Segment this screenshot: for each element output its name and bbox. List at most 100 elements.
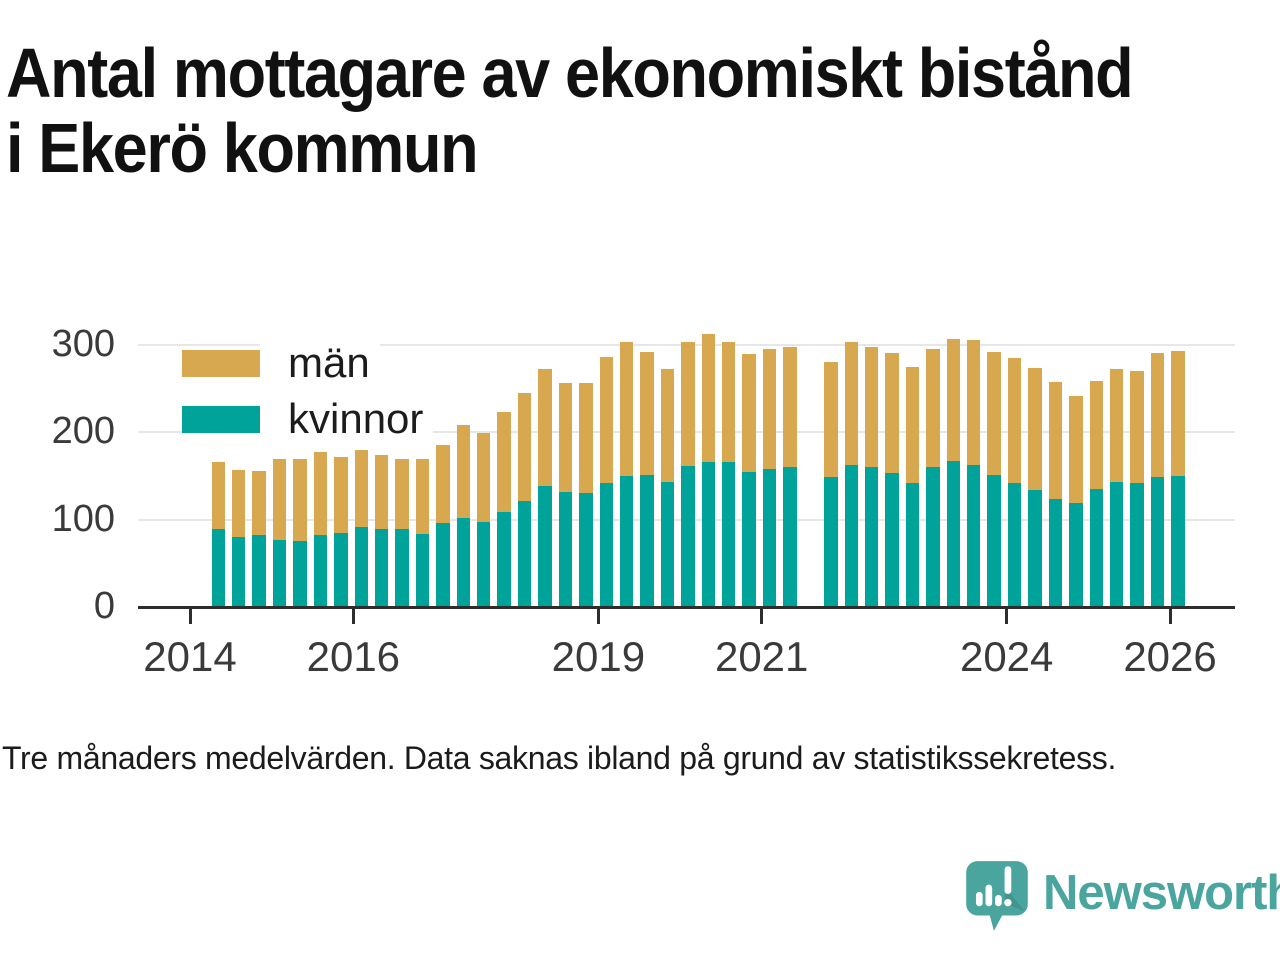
bar-2022-Q4 bbox=[905, 366, 920, 607]
newsworthy-logo[interactable]: Newsworthy bbox=[963, 858, 1280, 936]
bar-segment-men bbox=[967, 339, 981, 465]
bar-2023-Q4 bbox=[987, 351, 1001, 607]
bar-2019-Q4 bbox=[660, 369, 675, 607]
bar-segment-men bbox=[905, 366, 920, 483]
bar-segment-women bbox=[824, 476, 838, 607]
x-tick-2019 bbox=[596, 609, 600, 624]
bar-2024-Q4 bbox=[1069, 395, 1083, 607]
bar-2020-Q4 bbox=[742, 353, 756, 607]
bar-segment-women bbox=[558, 491, 573, 607]
bar-segment-women bbox=[844, 464, 858, 607]
bar-segment-men bbox=[211, 462, 225, 530]
bar-segment-men bbox=[334, 456, 348, 533]
bar-2023-Q2 bbox=[946, 338, 961, 607]
bar-segment-men bbox=[599, 357, 613, 483]
bar-2019-Q2 bbox=[619, 341, 634, 607]
y-label-300: 300 bbox=[51, 323, 115, 365]
bar-segment-men bbox=[640, 351, 654, 476]
chart-title-line1: Antal mottagare av ekonomiskt bistånd bbox=[6, 34, 1134, 112]
x-label-2024: 2024 bbox=[959, 633, 1054, 680]
bar-segment-women bbox=[1171, 475, 1185, 607]
bar-segment-men bbox=[232, 469, 246, 538]
bar-segment-men bbox=[579, 382, 593, 494]
x-tick-2014 bbox=[188, 609, 192, 624]
bar-segment-men bbox=[558, 382, 573, 492]
x-axis-line bbox=[138, 606, 1235, 609]
bar-2025-Q4 bbox=[1150, 352, 1165, 607]
bar-segment-women bbox=[864, 467, 879, 607]
bar-segment-women bbox=[1150, 476, 1165, 607]
bar-segment-women bbox=[517, 501, 532, 607]
bar-2016-Q4 bbox=[415, 458, 430, 607]
newsworthy-wordmark: Newsworthy bbox=[1043, 866, 1280, 920]
bar-segment-men bbox=[701, 333, 716, 463]
bar-segment-men bbox=[374, 455, 389, 530]
bar-segment-men bbox=[497, 412, 511, 512]
bar-2018-Q2 bbox=[538, 368, 552, 607]
bar-2023-Q1 bbox=[926, 349, 940, 607]
bar-segment-men bbox=[517, 393, 532, 502]
bar-segment-men bbox=[946, 338, 961, 462]
bar-2021-Q1 bbox=[762, 348, 777, 607]
bar-segment-men bbox=[864, 346, 879, 468]
bar-2021-Q2 bbox=[783, 346, 797, 607]
bar-segment-women bbox=[272, 539, 287, 607]
newsworthy-bubble-icon bbox=[966, 861, 1028, 931]
bar-segment-women bbox=[232, 537, 246, 607]
bar-segment-men bbox=[660, 369, 675, 483]
bar-segment-women bbox=[742, 471, 756, 607]
bar-2018-Q3 bbox=[558, 382, 573, 607]
bar-2017-Q3 bbox=[477, 433, 491, 607]
bar-2014-Q3 bbox=[232, 469, 246, 607]
bar-segment-women bbox=[681, 466, 695, 607]
bar-2023-Q3 bbox=[967, 339, 981, 607]
x-tick-2024 bbox=[1005, 609, 1009, 624]
bar-2015-Q4 bbox=[334, 456, 348, 607]
bar-2016-Q1 bbox=[354, 449, 368, 607]
bar-segment-women bbox=[497, 511, 511, 607]
bar-segment-women bbox=[701, 462, 716, 607]
bar-segment-women bbox=[905, 482, 920, 607]
bar-segment-women bbox=[477, 522, 491, 607]
bar-segment-men bbox=[722, 341, 736, 463]
bar-2016-Q2 bbox=[374, 455, 389, 607]
bar-2017-Q1 bbox=[436, 444, 450, 607]
bar-segment-women bbox=[926, 467, 940, 607]
bar-segment-men bbox=[987, 351, 1001, 476]
bar-segment-women bbox=[722, 462, 736, 607]
bar-segment-women bbox=[1130, 482, 1144, 607]
bar-segment-men bbox=[681, 342, 695, 467]
bar-segment-men bbox=[619, 341, 634, 476]
bar-2026-Q1 bbox=[1171, 351, 1185, 607]
x-tick-2026 bbox=[1168, 609, 1172, 624]
bar-segment-men bbox=[1150, 352, 1165, 477]
bar-segment-men bbox=[844, 342, 858, 465]
bar-segment-women bbox=[456, 517, 471, 607]
bar-segment-men bbox=[293, 459, 307, 541]
bar-segment-men bbox=[313, 451, 328, 536]
legend-label-women: kvinnor bbox=[260, 395, 434, 443]
bar-segment-women bbox=[334, 532, 348, 607]
bar-segment-women bbox=[640, 475, 654, 607]
bar-segment-men bbox=[354, 449, 368, 527]
bar-segment-men bbox=[1048, 381, 1063, 499]
bar-segment-women bbox=[599, 482, 613, 607]
bar-segment-men bbox=[252, 470, 266, 536]
bar-segment-men bbox=[762, 348, 777, 469]
bar-segment-women bbox=[579, 493, 593, 607]
bar-segment-men bbox=[456, 425, 471, 518]
bar-2020-Q1 bbox=[681, 342, 695, 607]
x-tick-2016 bbox=[351, 609, 355, 624]
chart-title: Antal mottagare av ekonomiskt bistånd i E… bbox=[6, 36, 1257, 186]
legend-item-men: män bbox=[182, 339, 380, 387]
bar-segment-men bbox=[824, 362, 838, 477]
bar-segment-men bbox=[436, 444, 450, 524]
bar-2025-Q1 bbox=[1089, 380, 1103, 607]
x-tick-2021 bbox=[760, 609, 764, 624]
bar-segment-women bbox=[436, 523, 450, 607]
bar-segment-women bbox=[374, 529, 389, 607]
bar-2015-Q3 bbox=[313, 451, 328, 607]
bar-segment-men bbox=[395, 458, 409, 530]
